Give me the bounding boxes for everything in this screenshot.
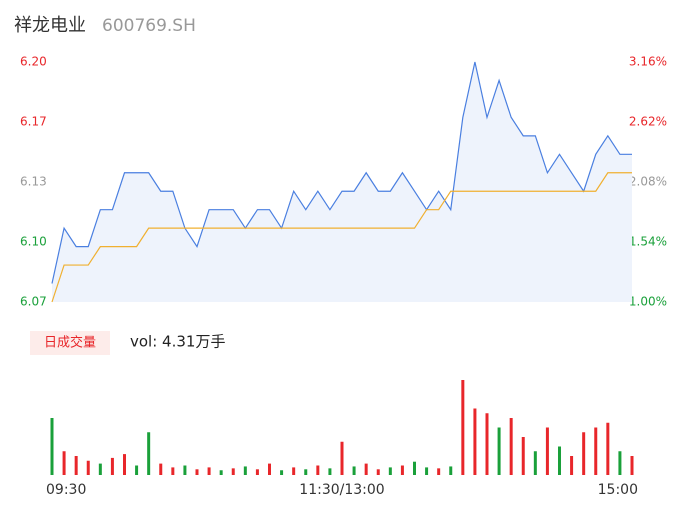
volume-bar	[413, 461, 416, 475]
stock-name: 祥龙电业	[14, 15, 86, 36]
volume-bar	[449, 466, 453, 475]
volume-bar	[316, 465, 320, 475]
volume-bar	[521, 437, 525, 475]
volume-bar	[352, 466, 356, 475]
y2-tick-label: 2.62%	[629, 115, 667, 129]
volume-bar	[171, 467, 175, 475]
volume-bar	[86, 460, 90, 475]
volume-bar	[231, 468, 235, 475]
volume-bar	[255, 469, 259, 475]
y-tick-label: 6.20	[20, 55, 47, 69]
volume-bar	[268, 463, 271, 475]
volume-bar	[630, 456, 634, 475]
volume-bar	[388, 467, 392, 475]
volume-bar	[606, 422, 610, 475]
volume-summary: vol: 4.31万手	[130, 333, 225, 351]
volume-bar	[497, 427, 501, 475]
y2-tick-label: 1.54%	[629, 235, 667, 249]
volume-bar	[207, 467, 211, 475]
x-tick-label: 09:30	[46, 482, 86, 498]
volume-bar	[425, 467, 429, 475]
volume-bar	[123, 454, 126, 475]
volume-bar	[473, 408, 477, 475]
volume-bar	[110, 457, 114, 475]
volume-bar	[50, 418, 54, 475]
volume-bar	[98, 463, 102, 475]
volume-button[interactable]	[30, 331, 110, 355]
volume-bar	[304, 469, 308, 475]
volume-bar	[376, 469, 380, 475]
price-area	[52, 62, 632, 302]
volume-bar	[437, 468, 441, 475]
average-line	[51, 172, 632, 303]
volume-bar	[400, 465, 404, 475]
volume-bar	[135, 465, 139, 475]
volume-bar	[594, 427, 598, 475]
y2-tick-label: 1.00%	[629, 295, 667, 309]
volume-bar	[328, 468, 332, 475]
volume-bar	[147, 432, 151, 475]
volume-bar	[461, 380, 465, 475]
volume-bar	[533, 451, 537, 475]
volume-bar	[558, 446, 561, 475]
volume-bar	[582, 432, 586, 475]
volume-label[interactable]: 日成交量	[44, 335, 96, 351]
y-tick-label: 6.17	[20, 115, 47, 129]
stock-code: 600769.SH	[102, 16, 196, 36]
volume-bar	[183, 465, 187, 475]
volume-bar	[509, 418, 513, 475]
volume-bar	[159, 463, 163, 475]
volume-bar	[618, 451, 622, 475]
volume-bar	[545, 427, 549, 475]
volume-bar	[292, 467, 296, 475]
x-tick-label: 11:30/13:00	[299, 482, 384, 498]
y-tick-label: 6.13	[20, 175, 47, 189]
y-tick-label: 6.07	[20, 295, 47, 309]
volume-bar	[219, 470, 223, 475]
x-tick-label: 15:00	[598, 482, 638, 498]
price-line	[51, 61, 632, 284]
y2-tick-label: 2.08%	[629, 175, 667, 189]
y2-tick-label: 3.16%	[629, 55, 667, 69]
volume-bar	[62, 451, 66, 475]
volume-bar	[364, 463, 368, 475]
volume-bar	[280, 470, 284, 475]
volume-bar	[570, 456, 574, 475]
volume-bar	[74, 456, 78, 475]
volume-bar	[340, 441, 344, 475]
volume-bar	[195, 469, 199, 475]
y-tick-label: 6.10	[20, 235, 47, 249]
volume-bar	[243, 466, 247, 475]
volume-bar	[485, 413, 489, 475]
